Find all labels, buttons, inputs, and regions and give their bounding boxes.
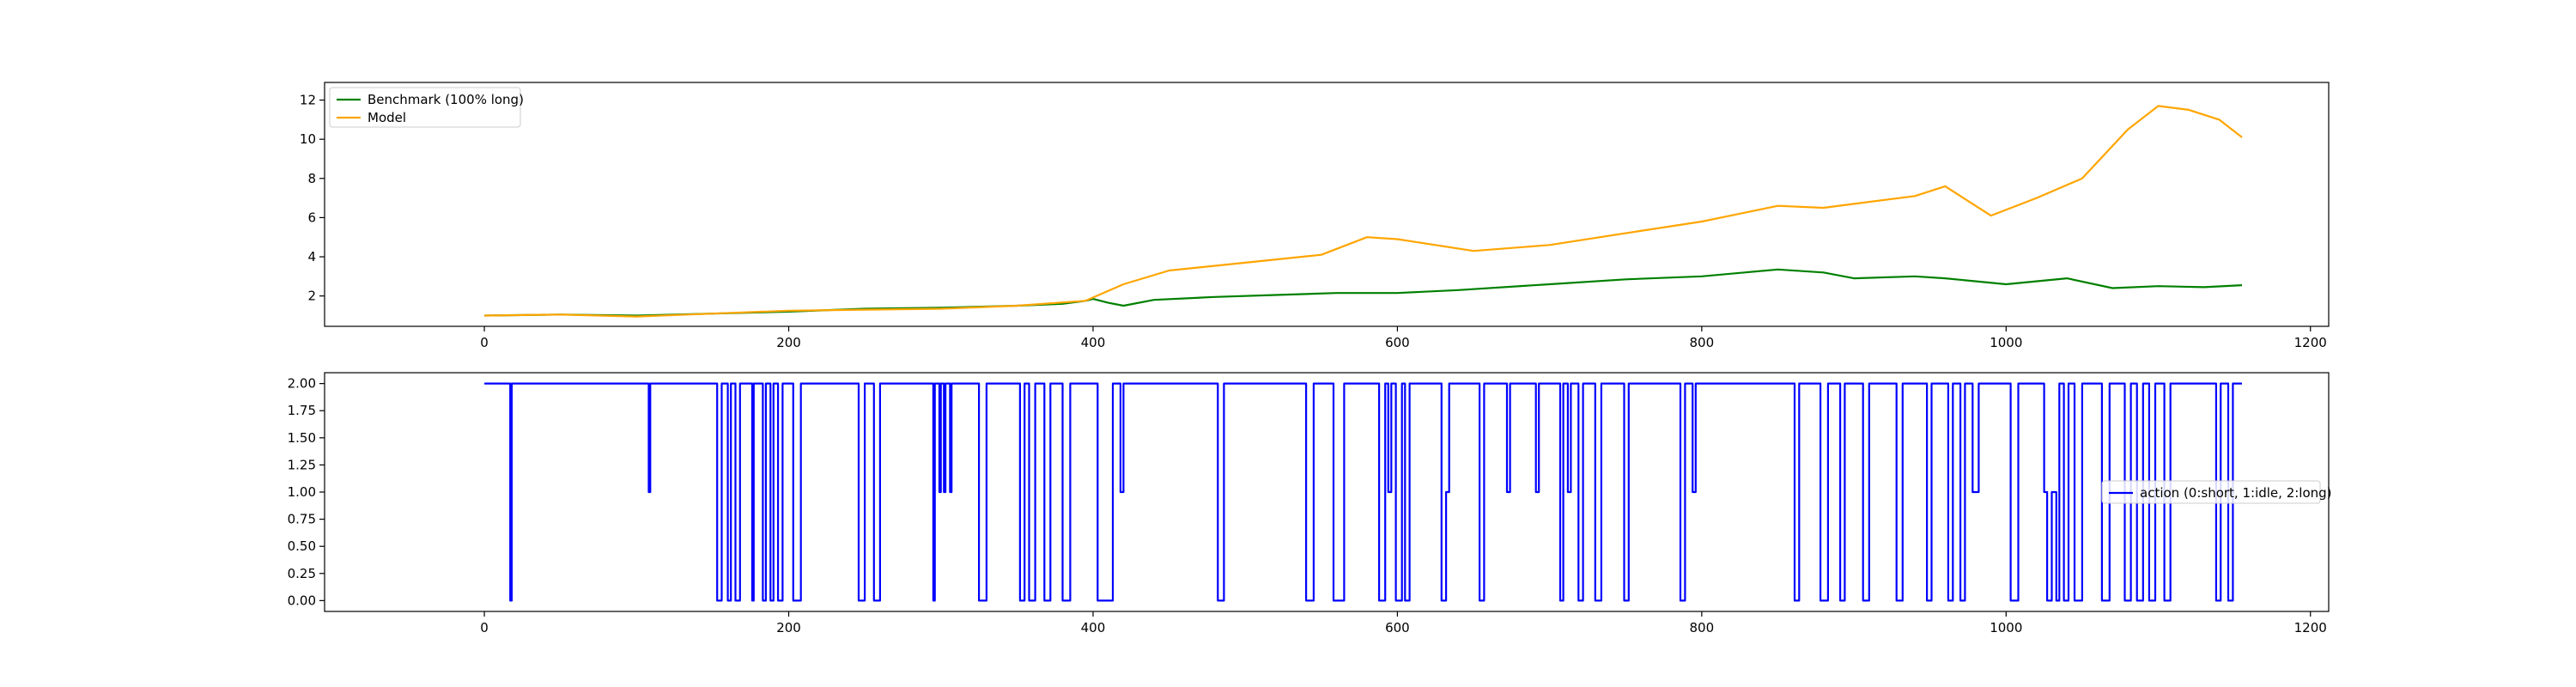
y-tick-label: 0.50 <box>288 538 316 554</box>
x-tick-label: 800 <box>1690 335 1715 350</box>
series-line-1 <box>484 268 2243 317</box>
y-tick-label: 1.25 <box>288 457 316 472</box>
legend: action (0:short, 1:idle, 2:long) <box>2101 480 2332 504</box>
x-tick-label: 0 <box>480 620 489 635</box>
bottom-axes-action: 0 200 400 600 800 1000 1200 0.00 0.25 0.50 0.75 1.0… <box>288 372 2332 635</box>
x-tick-label: 400 <box>1081 620 1106 635</box>
y-tick-label: 2 <box>307 289 316 304</box>
y-tick-label: 0.00 <box>288 593 316 608</box>
y-tick-label: 6 <box>307 210 316 225</box>
legend-label: Model <box>368 110 406 125</box>
legend-label: action (0:short, 1:idle, 2:long) <box>2140 485 2332 501</box>
y-tick-label: 0.75 <box>288 512 316 527</box>
y-tick-label: 1.50 <box>288 430 316 446</box>
y-tick-label: 2.00 <box>288 376 316 392</box>
x-tick-label: 400 <box>1081 335 1106 350</box>
y-tick-label: 1.00 <box>288 484 316 500</box>
y-tick-label: 4 <box>307 249 316 264</box>
x-tick-label: 1000 <box>1990 620 2022 635</box>
x-tick-label: 200 <box>776 335 801 350</box>
x-tick-label: 800 <box>1690 620 1715 635</box>
series-line-1 <box>484 382 2242 602</box>
x-tick-label: 0 <box>480 335 489 350</box>
series-line-2 <box>484 105 2243 318</box>
x-tick-label: 600 <box>1385 335 1410 350</box>
y-tick-label: 1.75 <box>288 403 316 418</box>
legend: Benchmark (100% long) Model <box>329 87 524 128</box>
y-tick-label: 8 <box>307 171 316 186</box>
legend-label: Benchmark (100% long) <box>368 92 524 107</box>
y-tick-label: 12 <box>300 93 316 108</box>
x-tick-label: 200 <box>776 620 801 635</box>
x-tick-label: 1200 <box>2294 335 2327 350</box>
x-tick-label: 1000 <box>1990 335 2022 350</box>
legend-box <box>329 87 521 128</box>
x-tick-label: 1200 <box>2294 620 2327 635</box>
legend-box <box>2101 480 2321 504</box>
y-tick-label: 10 <box>300 131 316 147</box>
axes-frame <box>324 82 2330 327</box>
x-tick-label: 600 <box>1385 620 1410 635</box>
y-tick-label: 0.25 <box>288 566 316 581</box>
top-axes-benchmark-vs-model: 0 200 400 600 800 1000 1200 2 4 6 8 10 12 Benchmark (… <box>300 82 2330 350</box>
